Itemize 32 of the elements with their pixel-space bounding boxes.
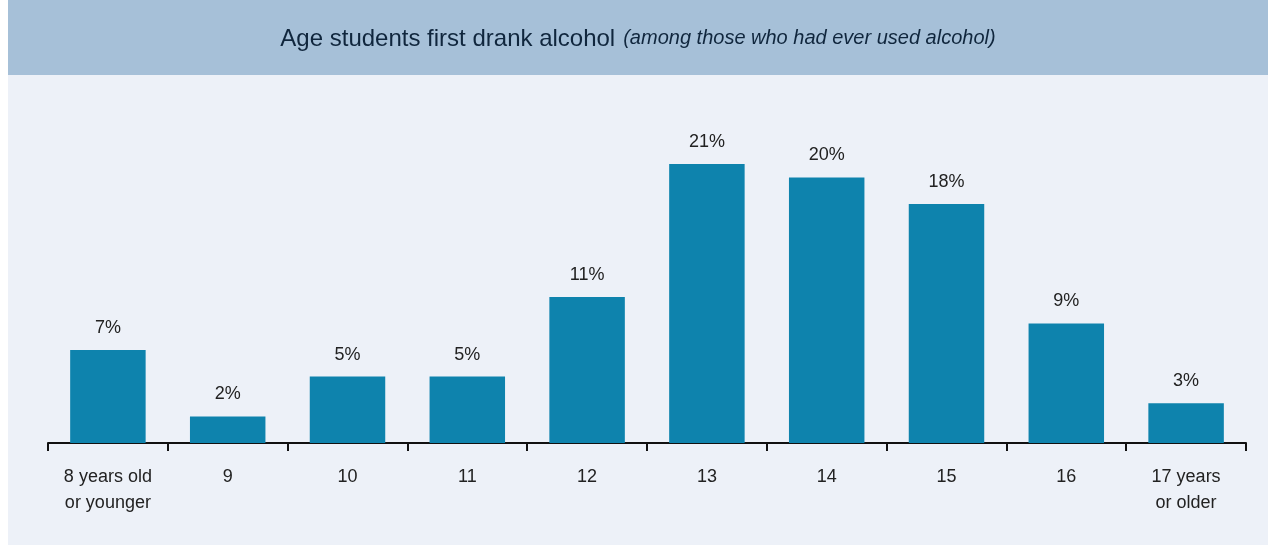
x-tick-label: 10 xyxy=(337,466,358,486)
bar xyxy=(429,376,506,443)
x-tick-label: 17 years or older xyxy=(1151,466,1221,512)
data-label: 9% xyxy=(1053,290,1080,311)
x-tick-label: 12 xyxy=(577,466,598,486)
x-tick-label: 11 xyxy=(457,466,477,486)
data-label: 3% xyxy=(1173,370,1200,391)
chart-title: Age students first drank alcohol xyxy=(280,23,616,52)
data-label: 5% xyxy=(454,343,481,364)
x-tick-label: 15 xyxy=(936,466,957,486)
data-label: 20% xyxy=(808,144,845,165)
x-tick-label: 14 xyxy=(816,466,837,486)
bar xyxy=(549,296,625,443)
bar xyxy=(1028,323,1105,443)
x-tick-label: 8 years old or younger xyxy=(63,466,152,512)
bar xyxy=(1148,403,1224,443)
x-tick-label: 13 xyxy=(696,466,717,486)
data-label: 5% xyxy=(334,343,361,364)
chart-subtitle: (among those who had ever used alcohol) xyxy=(623,26,996,49)
data-label: 7% xyxy=(94,317,121,338)
data-label: 2% xyxy=(214,383,241,404)
x-tick-label: 16 xyxy=(1056,466,1077,486)
data-label: 21% xyxy=(688,131,725,152)
bar xyxy=(309,376,386,443)
x-tick-label: 9 xyxy=(222,466,233,486)
bar xyxy=(788,177,865,443)
bar xyxy=(189,416,266,443)
bar xyxy=(908,203,985,443)
bar xyxy=(70,350,146,443)
data-label: 11% xyxy=(569,263,605,284)
bar xyxy=(669,164,745,443)
data-label: 18% xyxy=(928,170,965,191)
